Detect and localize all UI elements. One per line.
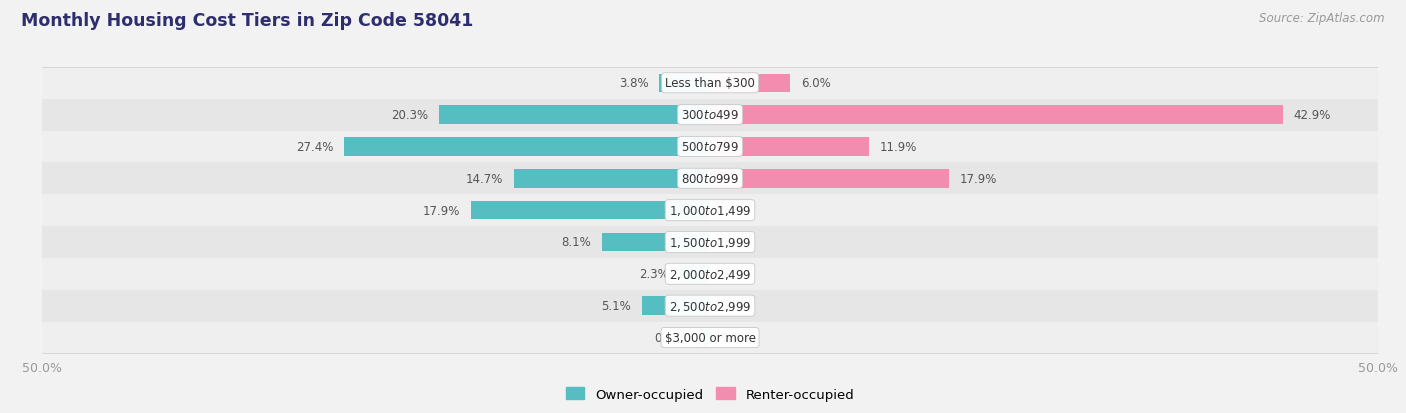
Text: 11.9%: 11.9% (880, 140, 917, 154)
Text: $2,000 to $2,499: $2,000 to $2,499 (669, 267, 751, 281)
Bar (42, 131, 1378, 163)
Text: $2,500 to $2,999: $2,500 to $2,999 (669, 299, 751, 313)
Bar (643, 297, 710, 315)
Text: $500 to $799: $500 to $799 (681, 140, 740, 154)
Text: 0.0%: 0.0% (721, 204, 751, 217)
Bar (42, 195, 1378, 226)
Bar (42, 290, 1378, 322)
Text: 0.0%: 0.0% (721, 268, 751, 281)
Bar (602, 233, 710, 252)
Legend: Owner-occupied, Renter-occupied: Owner-occupied, Renter-occupied (567, 387, 853, 401)
Bar (42, 100, 1378, 131)
Text: 6.0%: 6.0% (801, 77, 831, 90)
Text: $800 to $999: $800 to $999 (681, 172, 740, 185)
Text: 17.9%: 17.9% (960, 172, 997, 185)
Bar (42, 68, 1378, 100)
Text: 42.9%: 42.9% (1294, 109, 1331, 122)
Text: 0.0%: 0.0% (721, 236, 751, 249)
Text: 17.9%: 17.9% (423, 204, 460, 217)
Text: 5.1%: 5.1% (602, 299, 631, 312)
Text: $3,000 or more: $3,000 or more (665, 331, 755, 344)
Bar (710, 170, 949, 188)
Bar (679, 265, 710, 283)
Bar (513, 170, 710, 188)
Text: 14.7%: 14.7% (465, 172, 503, 185)
Bar (344, 138, 710, 156)
Bar (710, 106, 1284, 125)
Text: Source: ZipAtlas.com: Source: ZipAtlas.com (1260, 12, 1385, 25)
Text: Less than $300: Less than $300 (665, 77, 755, 90)
Text: 20.3%: 20.3% (391, 109, 429, 122)
Bar (471, 202, 710, 220)
Text: 8.1%: 8.1% (561, 236, 591, 249)
Text: 0.56%: 0.56% (655, 331, 692, 344)
Bar (710, 74, 790, 93)
Bar (439, 106, 710, 125)
Text: $300 to $499: $300 to $499 (681, 109, 740, 122)
Bar (42, 258, 1378, 290)
Text: Monthly Housing Cost Tiers in Zip Code 58041: Monthly Housing Cost Tiers in Zip Code 5… (21, 12, 474, 30)
Text: 3.8%: 3.8% (619, 77, 648, 90)
Bar (42, 163, 1378, 195)
Bar (42, 322, 1378, 354)
Bar (710, 138, 869, 156)
Bar (42, 226, 1378, 258)
Text: 0.0%: 0.0% (721, 331, 751, 344)
Bar (703, 328, 710, 347)
Text: $1,000 to $1,499: $1,000 to $1,499 (669, 204, 751, 218)
Bar (659, 74, 710, 93)
Text: 27.4%: 27.4% (297, 140, 333, 154)
Text: 0.0%: 0.0% (721, 299, 751, 312)
Text: $1,500 to $1,999: $1,500 to $1,999 (669, 235, 751, 249)
Text: 2.3%: 2.3% (638, 268, 669, 281)
